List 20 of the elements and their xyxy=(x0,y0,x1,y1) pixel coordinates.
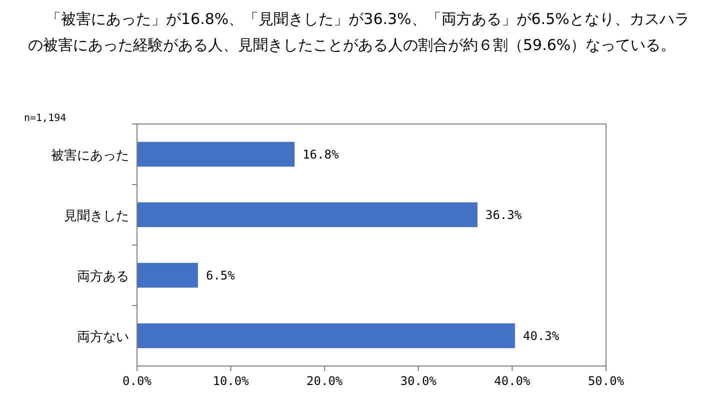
x-tick-label: 30.0% xyxy=(400,374,438,388)
x-tick-label: 40.0% xyxy=(494,374,532,388)
x-tick-label: 0.0% xyxy=(122,374,152,388)
data-label: 40.3% xyxy=(523,328,560,343)
bar xyxy=(137,262,198,288)
data-label: 16.8% xyxy=(302,147,340,162)
y-tick-label: 見聞きした xyxy=(64,208,129,224)
text: n=1,194 xyxy=(24,113,66,124)
chart-title: 「被害にあった」が16.8%、「見聞きした」が36.3%、「両方ある」が6.5%となり、カスハラの被害にあった経験がある人、見聞きしたことがある人の割合が約６割（59.6%）なっている。 xyxy=(28,9,690,56)
data-label: 36.3% xyxy=(485,208,522,222)
x-tick-label: 50.0% xyxy=(588,374,625,388)
y-tick-label: 両方ない xyxy=(77,328,129,345)
x-tick-label: 10.0% xyxy=(212,374,250,388)
y-tick-label: 被害にあった xyxy=(51,147,129,164)
bar xyxy=(137,202,478,228)
data-label: 6.5% xyxy=(206,268,236,282)
x-tick-label: 20.0% xyxy=(306,374,344,388)
bar xyxy=(137,323,516,348)
bar xyxy=(137,142,295,167)
y-tick-label: 両方ある xyxy=(77,268,129,284)
